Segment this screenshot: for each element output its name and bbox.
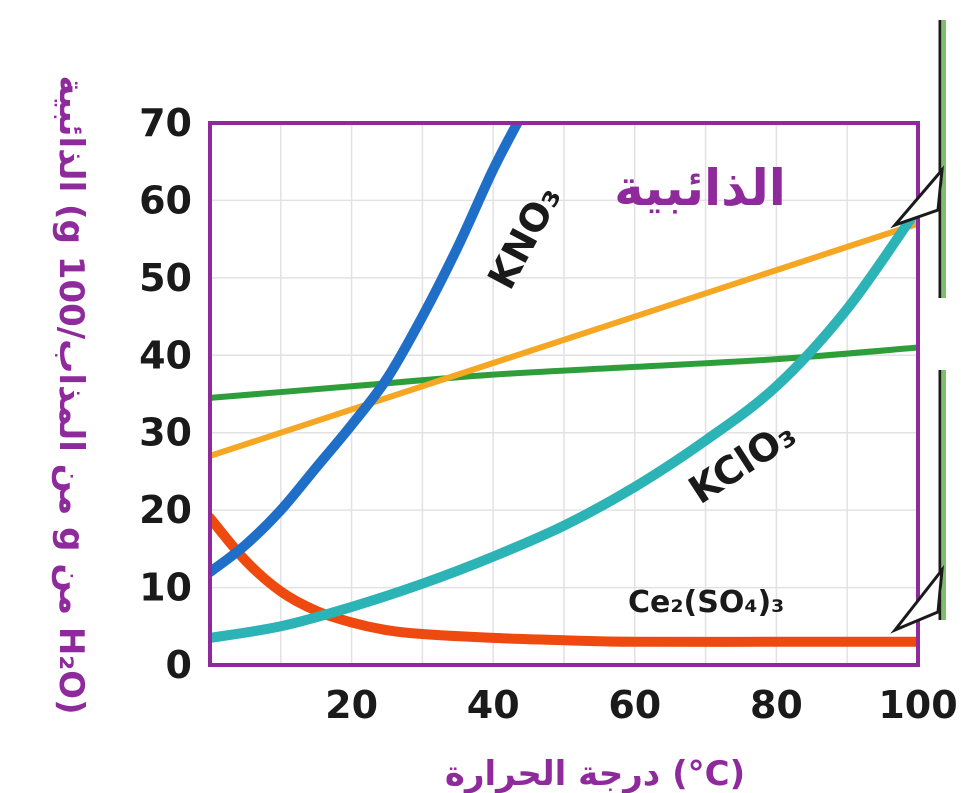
- y-tick-label: 40: [139, 333, 192, 377]
- x-tick-label: 40: [467, 683, 520, 727]
- series-line-kno3: [210, 123, 524, 578]
- series-line-ce2so43: [210, 512, 918, 647]
- y-tick-label: 50: [139, 256, 192, 300]
- y-tick-label: 30: [139, 411, 192, 455]
- series-line-orange: [210, 220, 918, 459]
- y-tick-label: 70: [139, 101, 192, 145]
- y-tick-label: 10: [139, 566, 192, 610]
- series-label-kclo3: KClO₃: [681, 412, 804, 513]
- x-tick-label: 60: [608, 683, 661, 727]
- series-line-kclo3: [210, 203, 918, 643]
- y-tick-label: 0: [166, 643, 192, 687]
- y-axis-title: الذائبية (g من المذاب/100 g من H₂O): [51, 75, 91, 714]
- x-tick-labels: 20 40 60 80 100: [325, 683, 958, 727]
- y-tick-labels: 0 10 20 30 40 50 60 70: [139, 101, 192, 687]
- x-tick-label: 100: [878, 683, 957, 727]
- x-tick-label: 80: [750, 683, 803, 727]
- page-edge-decoration: [890, 20, 946, 634]
- chart-title: الذائبية: [614, 159, 786, 217]
- y-tick-label: 60: [139, 178, 192, 222]
- x-tick-label: 20: [325, 683, 378, 727]
- y-tick-label: 20: [139, 488, 192, 532]
- series-lines: [210, 123, 918, 647]
- series-label-ce2so43: Ce₂(SO₄)₃: [628, 585, 784, 620]
- series-line-green: [210, 344, 918, 401]
- x-axis-title: درجة الحرارة (°C): [445, 754, 745, 793]
- plot-frame: [208, 121, 920, 667]
